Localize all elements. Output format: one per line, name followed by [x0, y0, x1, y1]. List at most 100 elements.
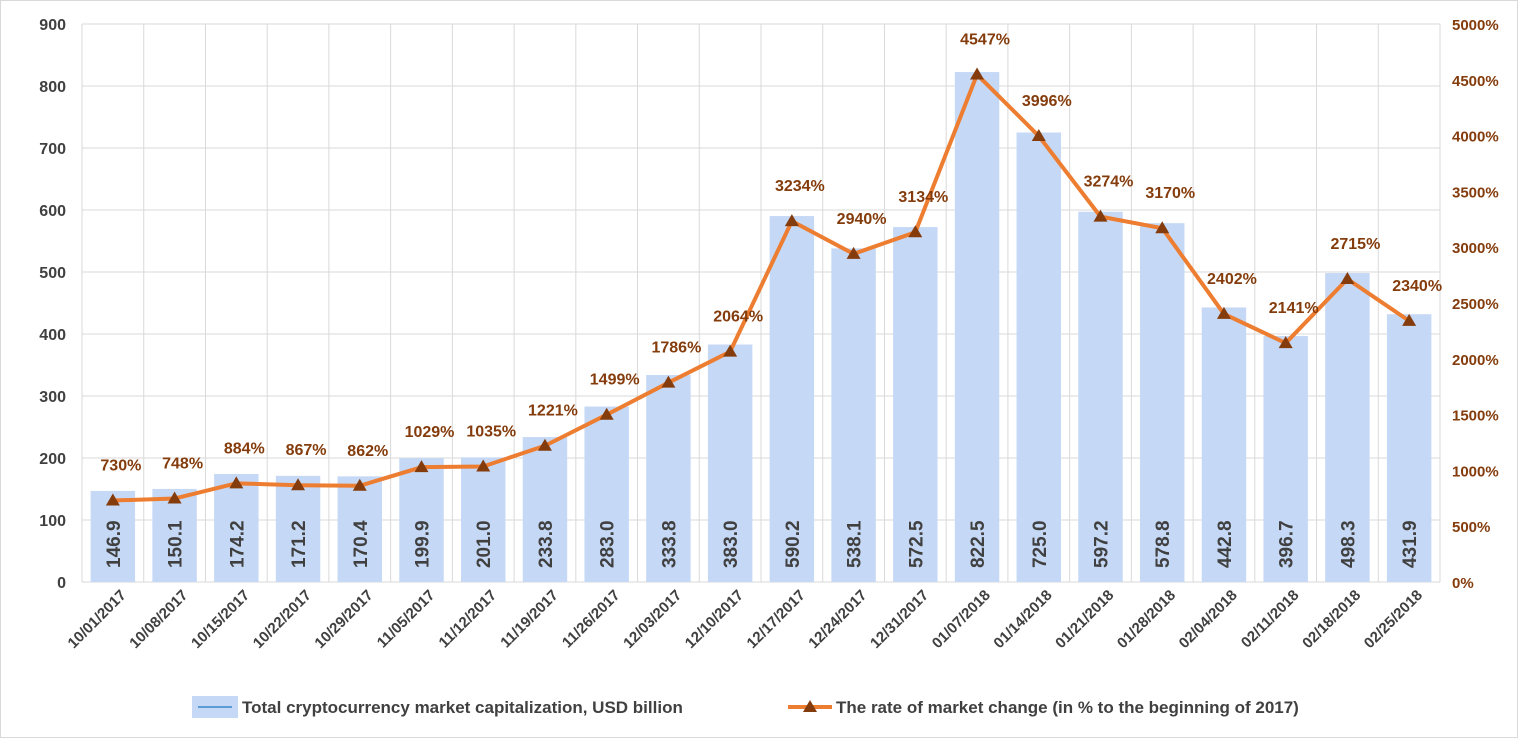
rate-value-label: 3996%: [1022, 93, 1072, 110]
rate-value-label: 3274%: [1084, 174, 1134, 191]
bar: [461, 457, 506, 582]
bar-value-label: 572.5: [906, 520, 927, 568]
line-marker: [105, 493, 120, 506]
x-tick-label: 01/14/2018: [990, 587, 1055, 652]
x-tick-label: 11/19/2017: [497, 587, 562, 652]
bar: [90, 490, 136, 582]
bar-value-label: 590.2: [783, 520, 804, 568]
line-marker: [723, 344, 738, 357]
bar-value-label: 333.8: [659, 520, 680, 568]
x-tick-label: 01/21/2018: [1052, 587, 1117, 652]
rate-value-label: 3134%: [898, 189, 948, 206]
bar: [769, 216, 815, 583]
bar-value-label: 822.5: [968, 520, 989, 568]
line-marker: [414, 460, 429, 473]
rate-value-label: 862%: [347, 443, 388, 460]
bar-value-label: 383.0: [721, 520, 742, 568]
x-tick-label: 11/05/2017: [374, 587, 439, 652]
x-tick-label: 12/17/2017: [744, 587, 809, 652]
bar-value-label: 725.0: [1030, 520, 1051, 568]
line-marker: [291, 478, 306, 491]
line-marker: [784, 214, 799, 227]
bar: [1078, 211, 1123, 582]
bar: [954, 72, 1000, 583]
bar: [707, 344, 753, 582]
line-marker: [1402, 313, 1417, 326]
bar-value-label: 578.8: [1153, 520, 1174, 568]
line-marker: [599, 407, 614, 420]
y-left-tick-label: 600: [39, 203, 66, 220]
line-marker: [537, 438, 552, 451]
bar: [893, 227, 938, 583]
bar: [152, 488, 197, 582]
y-left-tick-label: 800: [39, 79, 66, 96]
rate-value-label: 1499%: [590, 372, 640, 389]
bar-value-label: 170.4: [351, 520, 372, 568]
x-tick-label: 02/11/2018: [1238, 587, 1303, 652]
line-marker: [476, 459, 491, 472]
x-tick-label: 12/24/2017: [805, 587, 870, 652]
y-right-tick-label: 1000%: [1452, 463, 1499, 480]
line-marker: [1093, 209, 1108, 222]
rate-value-label: 1035%: [466, 423, 516, 440]
line-marker: [1155, 221, 1170, 234]
line-marker: [1216, 306, 1231, 319]
x-tick-label: 10/08/2017: [126, 587, 191, 652]
bar: [522, 437, 568, 582]
bar: [1016, 132, 1061, 582]
bar: [831, 248, 876, 583]
bar-value-label: 146.9: [104, 520, 125, 568]
bar-value-label: 150.1: [166, 520, 187, 568]
y-right-tick-label: 3500%: [1452, 184, 1499, 201]
y-right-tick-label: 3000%: [1452, 240, 1499, 257]
line-marker: [908, 225, 923, 238]
bar-value-label: 498.3: [1338, 520, 1359, 568]
bar: [399, 458, 444, 582]
rate-value-label: 2715%: [1330, 236, 1380, 253]
rate-value-label: 884%: [224, 440, 265, 457]
x-tick-label: 12/31/2017: [867, 587, 932, 652]
line-marker: [1340, 272, 1355, 285]
y-left-tick-label: 900: [39, 17, 66, 34]
y-right-tick-label: 1500%: [1452, 408, 1499, 425]
bar: [584, 406, 629, 582]
rate-value-label: 1029%: [405, 424, 455, 441]
bar-value-label: 199.9: [413, 520, 434, 568]
rate-value-label: 4547%: [960, 32, 1010, 49]
y-left-tick-label: 0: [57, 575, 66, 592]
y-right-tick-label: 2500%: [1452, 296, 1499, 313]
rate-value-label: 1221%: [528, 403, 578, 420]
bar: [1386, 314, 1432, 582]
bar: [1325, 273, 1370, 582]
bar-value-label: 442.8: [1215, 520, 1236, 568]
line-marker: [970, 67, 985, 80]
rate-value-label: 867%: [286, 442, 327, 459]
y-left-tick-label: 400: [39, 327, 66, 344]
x-tick-label: 10/15/2017: [188, 587, 253, 652]
bar-value-label: 283.0: [598, 520, 619, 568]
rate-value-label: 3234%: [775, 178, 825, 195]
bar-value-label: 396.7: [1277, 520, 1298, 568]
y-left-tick-label: 500: [39, 265, 66, 282]
bar: [1263, 336, 1308, 582]
x-tick-label: 10/29/2017: [311, 587, 376, 652]
bar: [1140, 223, 1185, 583]
y-right-tick-label: 500%: [1452, 519, 1490, 536]
x-tick-label: 11/12/2017: [436, 587, 501, 652]
line-marker: [846, 246, 861, 259]
x-tick-label: 02/04/2018: [1176, 587, 1241, 652]
bar: [646, 375, 691, 582]
legend-bar-label: Total cryptocurrency market capitalizati…: [242, 698, 683, 717]
rate-value-label: 2064%: [713, 309, 763, 326]
x-tick-label: 02/25/2018: [1361, 587, 1426, 652]
y-left-tick-label: 700: [39, 141, 66, 158]
legend-line-marker: [803, 700, 817, 712]
x-tick-label: 11/26/2017: [559, 587, 624, 652]
rate-value-label: 2141%: [1269, 300, 1319, 317]
bar-value-label: 233.8: [536, 520, 557, 568]
rate-value-label: 1786%: [651, 340, 701, 357]
line-marker: [167, 491, 182, 504]
x-tick-label: 01/28/2018: [1114, 587, 1179, 652]
rate-value-label: 2340%: [1392, 278, 1442, 295]
